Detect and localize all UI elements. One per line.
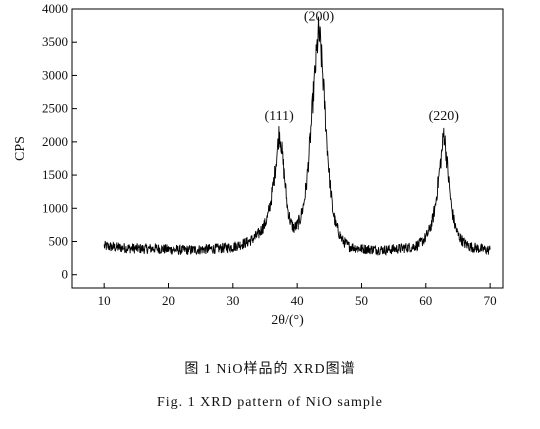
peak-label: (220) <box>429 109 460 124</box>
peak-label: (111) <box>264 109 294 124</box>
series-line-0 <box>103 16 491 256</box>
x-tick-label: 50 <box>355 293 368 308</box>
plot-frame <box>71 8 504 289</box>
peak-label: (200) <box>304 9 335 24</box>
y-tick-label: 3500 <box>42 34 68 49</box>
figure-caption-english: Fig. 1 XRD pattern of NiO sample <box>156 395 384 410</box>
y-axis-title: CPS <box>13 136 28 161</box>
y-tick-label: 0 <box>62 267 69 282</box>
x-tick-label: 40 <box>291 293 304 308</box>
y-tick-label: 1500 <box>42 167 68 182</box>
figure-caption-chinese: 图 1 NiO样品的 XRD图谱 <box>184 362 356 377</box>
y-tick-label: 2000 <box>42 134 68 149</box>
y-tick-label: 4000 <box>42 1 68 16</box>
x-tick-label: 70 <box>484 293 497 308</box>
y-tick-label: 2500 <box>42 101 68 116</box>
x-tick-label: 30 <box>226 293 239 308</box>
x-tick-label: 20 <box>162 293 175 308</box>
y-tick-label: 3000 <box>42 67 68 82</box>
x-tick-label: 10 <box>98 293 111 308</box>
x-axis-title: 2θ/(°) <box>271 313 304 328</box>
y-tick-label: 500 <box>49 234 69 249</box>
x-tick-label: 60 <box>419 293 432 308</box>
y-tick-label: 1000 <box>42 200 68 215</box>
xrd-chart: 0 500 1000 1500 2000 2500 3000 3500 4000 10 20 30 40… <box>13 1 504 328</box>
